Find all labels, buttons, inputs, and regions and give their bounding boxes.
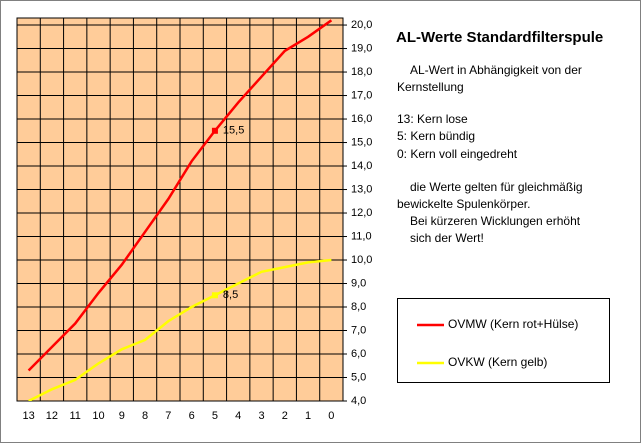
- x-tick-label: 11: [70, 410, 81, 422]
- legend-box: [397, 298, 610, 383]
- y-tick-label: 8,0: [351, 301, 366, 313]
- y-tick-label: 20,0: [351, 19, 372, 31]
- x-tick-label: 7: [165, 410, 171, 422]
- data-label: 15,5: [223, 125, 244, 137]
- y-tick-label: 13,0: [351, 183, 372, 195]
- annotation: bewickelte Spulenkörper.: [397, 197, 530, 211]
- y-tick-label: 19,0: [351, 42, 372, 54]
- legend-label: OVMW (Kern rot+Hülse): [448, 317, 578, 331]
- y-tick-label: 5,0: [351, 371, 366, 383]
- x-tick-label: 10: [92, 410, 104, 422]
- x-tick-label: 13: [23, 410, 35, 422]
- annotation: 5: Kern bündig: [397, 129, 475, 143]
- y-tick-label: 18,0: [351, 66, 372, 78]
- y-tick-label: 12,0: [351, 207, 372, 219]
- y-tick-label: 15,0: [351, 136, 372, 148]
- x-tick-label: 4: [235, 410, 241, 422]
- x-tick-label: 5: [212, 410, 218, 422]
- legend-label: OVKW (Kern gelb): [448, 355, 547, 369]
- series-line: [27, 19, 333, 372]
- y-tick-label: 14,0: [351, 160, 372, 172]
- x-tick-label: 0: [328, 410, 334, 422]
- annotation: Bei kürzeren Wicklungen erhöht: [410, 214, 581, 228]
- chart-title: AL-Werte Standardfilterspule: [396, 29, 603, 46]
- annotation: Kernstellung: [397, 80, 464, 94]
- point-marker: [211, 127, 218, 134]
- x-tick-label: 12: [46, 410, 58, 422]
- x-tick-label: 3: [258, 410, 264, 422]
- x-tick-label: 1: [305, 410, 311, 422]
- y-tick-label: 4,0: [351, 395, 366, 407]
- annotation: 0: Kern voll eingedreht: [397, 147, 518, 161]
- y-tick-label: 9,0: [351, 277, 366, 289]
- y-tick-label: 17,0: [351, 89, 372, 101]
- annotation: AL-Wert in Abhängigkeit von der: [410, 63, 582, 77]
- annotation: die Werte gelten für gleichmäßig: [410, 180, 583, 194]
- annotation: 13: Kern lose: [397, 112, 468, 126]
- annotation: sich der Wert!: [410, 231, 484, 245]
- y-tick-label: 10,0: [351, 254, 372, 266]
- y-tick-label: 6,0: [351, 348, 366, 360]
- y-tick-label: 7,0: [351, 324, 366, 336]
- point-marker: [211, 292, 218, 299]
- y-tick-label: 11,0: [351, 230, 372, 242]
- x-tick-label: 8: [142, 410, 148, 422]
- y-tick-label: 16,0: [351, 113, 372, 125]
- x-tick-label: 6: [189, 410, 195, 422]
- x-tick-label: 2: [282, 410, 288, 422]
- data-label: 8,5: [223, 289, 238, 301]
- x-tick-label: 9: [119, 410, 125, 422]
- series-line: [28, 258, 332, 401]
